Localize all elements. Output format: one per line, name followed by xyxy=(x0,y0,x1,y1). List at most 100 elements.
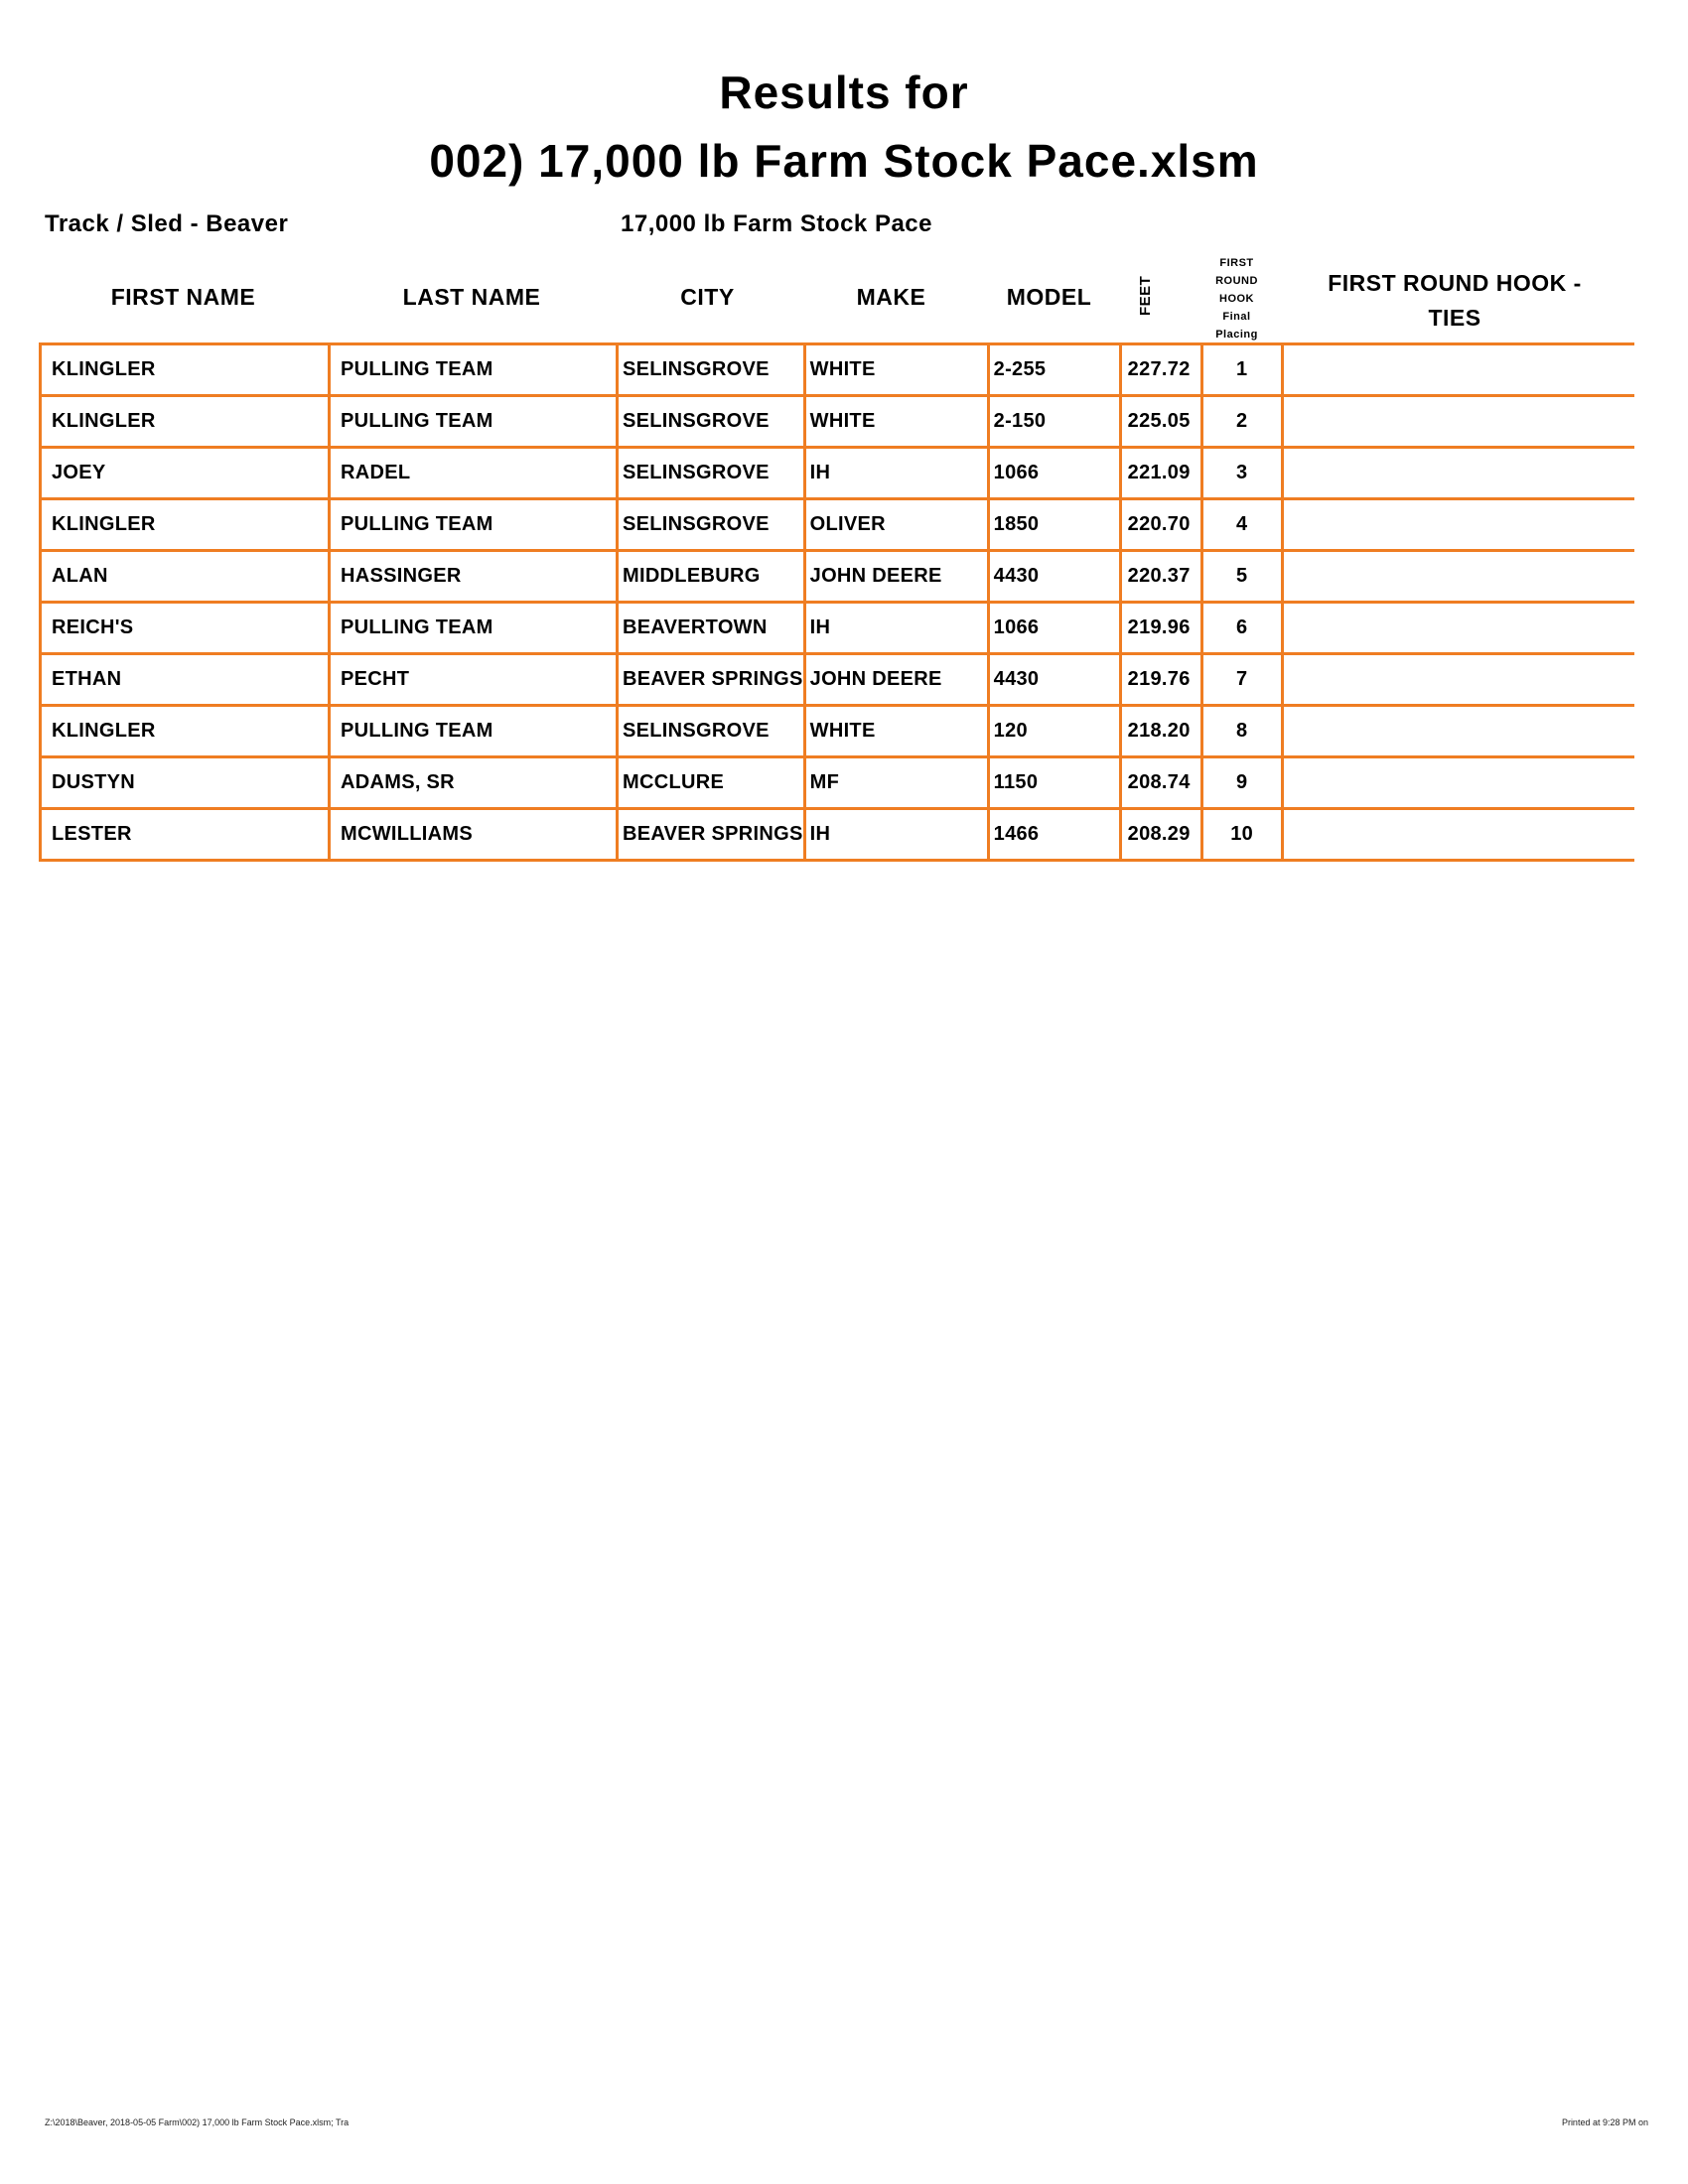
cell-city: MCCLURE xyxy=(616,755,806,810)
cell-feet: 208.74 xyxy=(1118,755,1203,810)
cell-ties xyxy=(1280,446,1635,500)
cell-make: OLIVER xyxy=(802,497,990,552)
cell-place: 5 xyxy=(1199,549,1284,604)
footer-printed: Printed at 9:28 PM on xyxy=(1561,2117,1648,2127)
header-placing-line: FIRST xyxy=(1219,257,1254,269)
class-name-label: 17,000 lb Farm Stock Pace xyxy=(621,210,932,237)
cell-city: MIDDLEBURG xyxy=(616,549,806,604)
cell-model: 4430 xyxy=(986,652,1122,707)
cell-make: WHITE xyxy=(802,342,990,397)
cell-make: WHITE xyxy=(802,394,990,449)
cell-city: BEAVERTOWN xyxy=(616,601,806,655)
cell-model: 2-255 xyxy=(986,342,1122,397)
results-table: KLINGLER PULLING TEAM SELINSGROVE WHITE 2-25… xyxy=(39,342,1635,862)
cell-feet: 218.20 xyxy=(1118,704,1203,758)
cell-first: KLINGLER xyxy=(39,704,331,758)
table-row: REICH'S PULLING TEAM BEAVERTOWN IH 1066 219.9… xyxy=(39,601,1635,655)
table-row: ETHAN PECHT BEAVER SPRINGS JOHN DEERE 4430 21… xyxy=(39,652,1635,707)
cell-feet: 221.09 xyxy=(1118,446,1203,500)
cell-ties xyxy=(1280,807,1635,862)
cell-model: 120 xyxy=(986,704,1122,758)
cell-city: BEAVER SPRINGS xyxy=(616,807,806,862)
cell-first: ALAN xyxy=(39,549,331,604)
cell-last: PULLING TEAM xyxy=(328,394,619,449)
header-last-name: LAST NAME xyxy=(402,284,541,310)
header-make: MAKE xyxy=(856,284,926,310)
cell-model: 1466 xyxy=(986,807,1122,862)
header-ties: FIRST ROUND HOOK - TIES xyxy=(1328,270,1582,331)
cell-ties xyxy=(1280,704,1635,758)
cell-model: 1066 xyxy=(986,446,1122,500)
cell-first: JOEY xyxy=(39,446,331,500)
cell-first: REICH'S xyxy=(39,601,331,655)
cell-make: MF xyxy=(802,755,990,810)
cell-last: PULLING TEAM xyxy=(328,704,619,758)
cell-last: PULLING TEAM xyxy=(328,497,619,552)
cell-feet: 227.72 xyxy=(1118,342,1203,397)
table-row: ALAN HASSINGER MIDDLEBURG JOHN DEERE 4430 220… xyxy=(39,549,1635,604)
cell-ties xyxy=(1280,549,1635,604)
cell-first: ETHAN xyxy=(39,652,331,707)
cell-ties xyxy=(1280,342,1635,397)
cell-model: 1150 xyxy=(986,755,1122,810)
cell-place: 8 xyxy=(1199,704,1284,758)
cell-make: WHITE xyxy=(802,704,990,758)
cell-first: KLINGLER xyxy=(39,342,331,397)
cell-feet: 220.37 xyxy=(1118,549,1203,604)
cell-last: MCWILLIAMS xyxy=(328,807,619,862)
cell-place: 2 xyxy=(1199,394,1284,449)
header-feet: FEET xyxy=(1137,275,1154,316)
cell-feet: 208.29 xyxy=(1118,807,1203,862)
track-sled-label: Track / Sled - Beaver xyxy=(45,210,289,237)
table-row: KLINGLER PULLING TEAM SELINSGROVE OLIVER 185… xyxy=(39,497,1635,552)
header-placing-line: HOOK xyxy=(1219,293,1254,305)
header-placing-line: Final xyxy=(1222,311,1251,323)
cell-ties xyxy=(1280,652,1635,707)
cell-model: 1850 xyxy=(986,497,1122,552)
cell-place: 6 xyxy=(1199,601,1284,655)
cell-feet: 225.05 xyxy=(1118,394,1203,449)
cell-city: BEAVER SPRINGS xyxy=(616,652,806,707)
cell-last: HASSINGER xyxy=(328,549,619,604)
cell-place: 3 xyxy=(1199,446,1284,500)
cell-city: SELINSGROVE xyxy=(616,704,806,758)
cell-last: ADAMS, SR xyxy=(328,755,619,810)
cell-ties xyxy=(1280,394,1635,449)
cell-place: 4 xyxy=(1199,497,1284,552)
cell-model: 1066 xyxy=(986,601,1122,655)
cell-make: JOHN DEERE xyxy=(802,652,990,707)
table-row: DUSTYN ADAMS, SR MCCLURE MF 1150 208.74 9 xyxy=(39,755,1635,810)
cell-make: IH xyxy=(802,446,990,500)
cell-first: KLINGLER xyxy=(39,394,331,449)
cell-make: JOHN DEERE xyxy=(802,549,990,604)
cell-last: PECHT xyxy=(328,652,619,707)
cell-make: IH xyxy=(802,807,990,862)
table-row: KLINGLER PULLING TEAM SELINSGROVE WHITE 120 2… xyxy=(39,704,1635,758)
cell-last: RADEL xyxy=(328,446,619,500)
cell-ties xyxy=(1280,755,1635,810)
title-line-1: Results for xyxy=(719,67,969,118)
cell-place: 10 xyxy=(1199,807,1284,862)
cell-first: KLINGLER xyxy=(39,497,331,552)
cell-model: 2-150 xyxy=(986,394,1122,449)
cell-place: 1 xyxy=(1199,342,1284,397)
cell-ties xyxy=(1280,601,1635,655)
header-placing: FIRST ROUND HOOK Final Placing xyxy=(1196,254,1277,343)
cell-city: SELINSGROVE xyxy=(616,446,806,500)
cell-city: SELINSGROVE xyxy=(616,394,806,449)
cell-feet: 220.70 xyxy=(1118,497,1203,552)
table-row: KLINGLER PULLING TEAM SELINSGROVE WHITE 2-25… xyxy=(39,342,1635,397)
cell-city: SELINSGROVE xyxy=(616,342,806,397)
cell-city: SELINSGROVE xyxy=(616,497,806,552)
table-row: JOEY RADEL SELINSGROVE IH 1066 221.09 3 xyxy=(39,446,1635,500)
cell-first: DUSTYN xyxy=(39,755,331,810)
cell-feet: 219.96 xyxy=(1118,601,1203,655)
table-row: LESTER MCWILLIAMS BEAVER SPRINGS IH 1466 208.… xyxy=(39,807,1635,862)
cell-first: LESTER xyxy=(39,807,331,862)
table-row: KLINGLER PULLING TEAM SELINSGROVE WHITE 2-15… xyxy=(39,394,1635,449)
cell-model: 4430 xyxy=(986,549,1122,604)
header-placing-line: Placing xyxy=(1215,329,1258,341)
footer-path: Z:\2018\Beaver, 2018-05-05 Farm\002) 17,… xyxy=(45,2117,350,2127)
header-placing-line: ROUND xyxy=(1215,275,1258,287)
header-city: CITY xyxy=(680,284,735,310)
